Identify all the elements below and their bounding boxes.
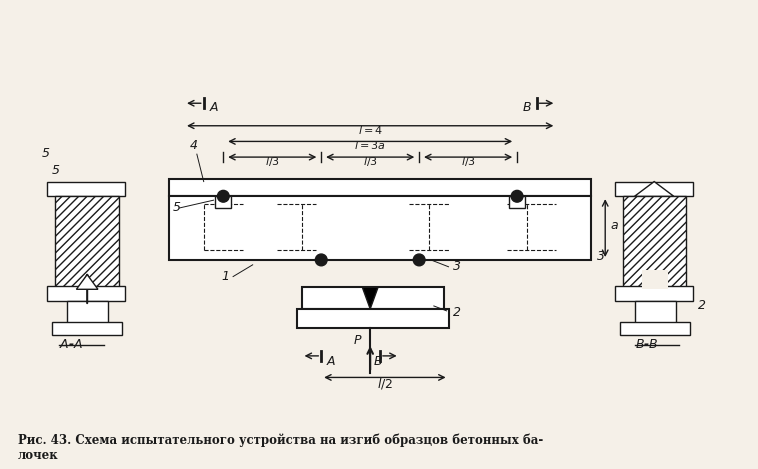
Polygon shape bbox=[634, 182, 674, 196]
Text: $A$-$A$: $A$-$A$ bbox=[59, 338, 83, 351]
Bar bbox=[509, 196, 525, 208]
Bar bbox=[623, 196, 687, 289]
Bar bbox=[302, 287, 443, 309]
Polygon shape bbox=[77, 275, 98, 289]
Bar bbox=[634, 301, 675, 324]
Text: $l/3$: $l/3$ bbox=[265, 155, 280, 168]
Bar bbox=[67, 301, 108, 324]
Text: 5: 5 bbox=[52, 164, 60, 177]
Text: $B$-$B$: $B$-$B$ bbox=[634, 338, 658, 351]
Text: $l/3$: $l/3$ bbox=[461, 155, 475, 168]
Circle shape bbox=[413, 254, 425, 266]
Text: $B$: $B$ bbox=[522, 101, 532, 114]
Text: 2: 2 bbox=[453, 306, 462, 319]
Polygon shape bbox=[362, 287, 378, 309]
Bar bbox=[47, 182, 125, 196]
Bar bbox=[47, 287, 125, 301]
Text: $l=3a$: $l=3a$ bbox=[354, 139, 386, 151]
Text: $B$: $B$ bbox=[373, 355, 383, 368]
Text: $P$: $P$ bbox=[352, 334, 362, 347]
Circle shape bbox=[511, 190, 523, 202]
Bar bbox=[170, 179, 590, 196]
Bar bbox=[615, 182, 694, 196]
Bar bbox=[615, 287, 694, 301]
Text: a: a bbox=[610, 219, 618, 232]
Text: 5: 5 bbox=[172, 201, 180, 214]
Bar bbox=[170, 196, 590, 260]
Text: 3: 3 bbox=[597, 250, 606, 263]
Text: $l=4$: $l=4$ bbox=[358, 124, 383, 136]
Text: Рис. 43. Схема испытательного устройства на изгиб образцов бетонных ба-
лочек: Рис. 43. Схема испытательного устройства… bbox=[17, 433, 543, 462]
Text: $l/2$: $l/2$ bbox=[377, 376, 393, 391]
Text: 1: 1 bbox=[221, 270, 230, 282]
Text: $A$: $A$ bbox=[326, 355, 337, 368]
Text: 2: 2 bbox=[698, 299, 706, 312]
Text: $l/3$: $l/3$ bbox=[363, 155, 377, 168]
Circle shape bbox=[315, 254, 327, 266]
Bar bbox=[52, 322, 123, 335]
Text: 4: 4 bbox=[190, 139, 198, 152]
Bar bbox=[296, 309, 449, 328]
Bar bbox=[215, 196, 231, 208]
Text: $A$: $A$ bbox=[208, 101, 219, 114]
Circle shape bbox=[218, 190, 229, 202]
Bar bbox=[55, 196, 118, 289]
Text: 3: 3 bbox=[453, 260, 462, 272]
Bar bbox=[620, 322, 691, 335]
Text: 5: 5 bbox=[42, 147, 50, 160]
Bar bbox=[643, 270, 668, 289]
